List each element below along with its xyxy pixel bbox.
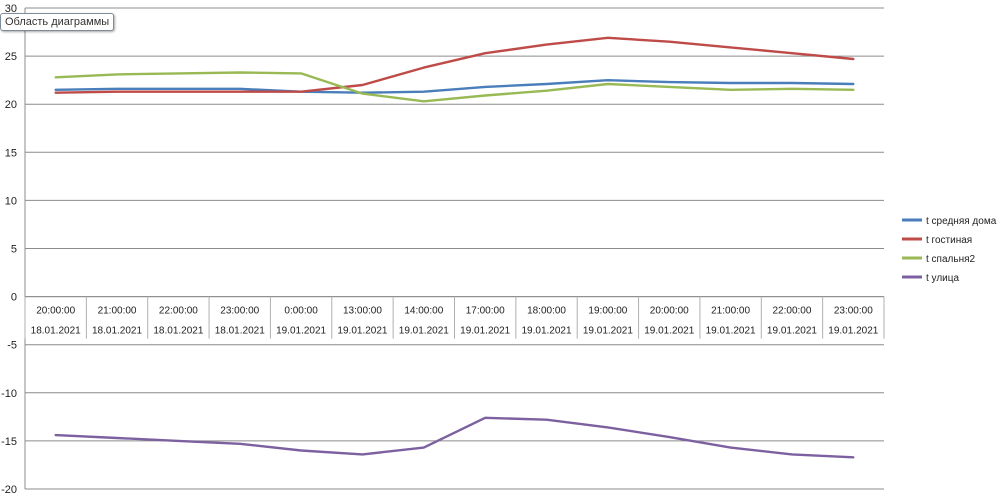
y-tick-label: 20 (5, 99, 17, 111)
chart-area-tooltip: Область диаграммы (0, 13, 115, 31)
x-tick-date-label: 19.01.2021 (583, 326, 633, 337)
y-tick-label: 5 (11, 244, 17, 256)
x-tick-time-label: 22:00:00 (159, 306, 198, 317)
y-tick-label: 30 (5, 3, 17, 15)
x-tick-time-label: 19:00:00 (588, 306, 627, 317)
x-tick-time-label: 18:00:00 (527, 306, 566, 317)
x-tick-time-label: 17:00:00 (466, 306, 505, 317)
x-tick-date-label: 19.01.2021 (644, 326, 694, 337)
x-tick-time-label: 14:00:00 (404, 306, 443, 317)
y-tick-label: 10 (5, 195, 17, 207)
y-tick-label: 15 (5, 147, 17, 159)
x-tick-date-label: 19.01.2021 (828, 326, 878, 337)
legend-entry-label[interactable]: t средняя дома (926, 216, 997, 227)
x-tick-time-label: 0:00:00 (284, 306, 318, 317)
x-tick-date-label: 19.01.2021 (706, 326, 756, 337)
y-tick-label: -5 (7, 340, 17, 352)
y-tick-label: 0 (11, 292, 17, 304)
legend-entry-label[interactable]: t гостиная (926, 235, 972, 246)
x-tick-date-label: 19.01.2021 (337, 326, 387, 337)
x-tick-date-label: 19.01.2021 (276, 326, 326, 337)
legend-entry-label[interactable]: t спальня2 (926, 254, 976, 265)
series-line-3[interactable] (54, 71, 855, 103)
x-tick-date-label: 18.01.2021 (153, 326, 203, 337)
x-tick-date-label: 19.01.2021 (460, 326, 510, 337)
x-tick-time-label: 20:00:00 (650, 306, 689, 317)
legend-entry-label[interactable]: t улица (926, 273, 959, 284)
x-tick-time-label: 22:00:00 (772, 306, 811, 317)
series-line-4[interactable] (54, 416, 855, 459)
y-tick-label: -20 (1, 484, 17, 495)
x-tick-date-label: 18.01.2021 (31, 326, 81, 337)
y-tick-label: 25 (5, 51, 17, 63)
x-tick-time-label: 20:00:00 (36, 306, 75, 317)
x-tick-time-label: 23:00:00 (834, 306, 873, 317)
y-tick-label: -15 (1, 436, 17, 448)
x-tick-date-label: 18.01.2021 (92, 326, 142, 337)
x-tick-date-label: 19.01.2021 (767, 326, 817, 337)
x-tick-time-label: 13:00:00 (343, 306, 382, 317)
series-line-1[interactable] (54, 78, 855, 94)
x-tick-date-label: 18.01.2021 (215, 326, 265, 337)
x-tick-time-label: 21:00:00 (711, 306, 750, 317)
series-line-2[interactable] (54, 36, 855, 94)
x-tick-date-label: 19.01.2021 (522, 326, 572, 337)
x-tick-time-label: 23:00:00 (220, 306, 259, 317)
x-tick-date-label: 19.01.2021 (399, 326, 449, 337)
y-tick-label: -10 (1, 388, 17, 400)
x-tick-time-label: 21:00:00 (98, 306, 137, 317)
